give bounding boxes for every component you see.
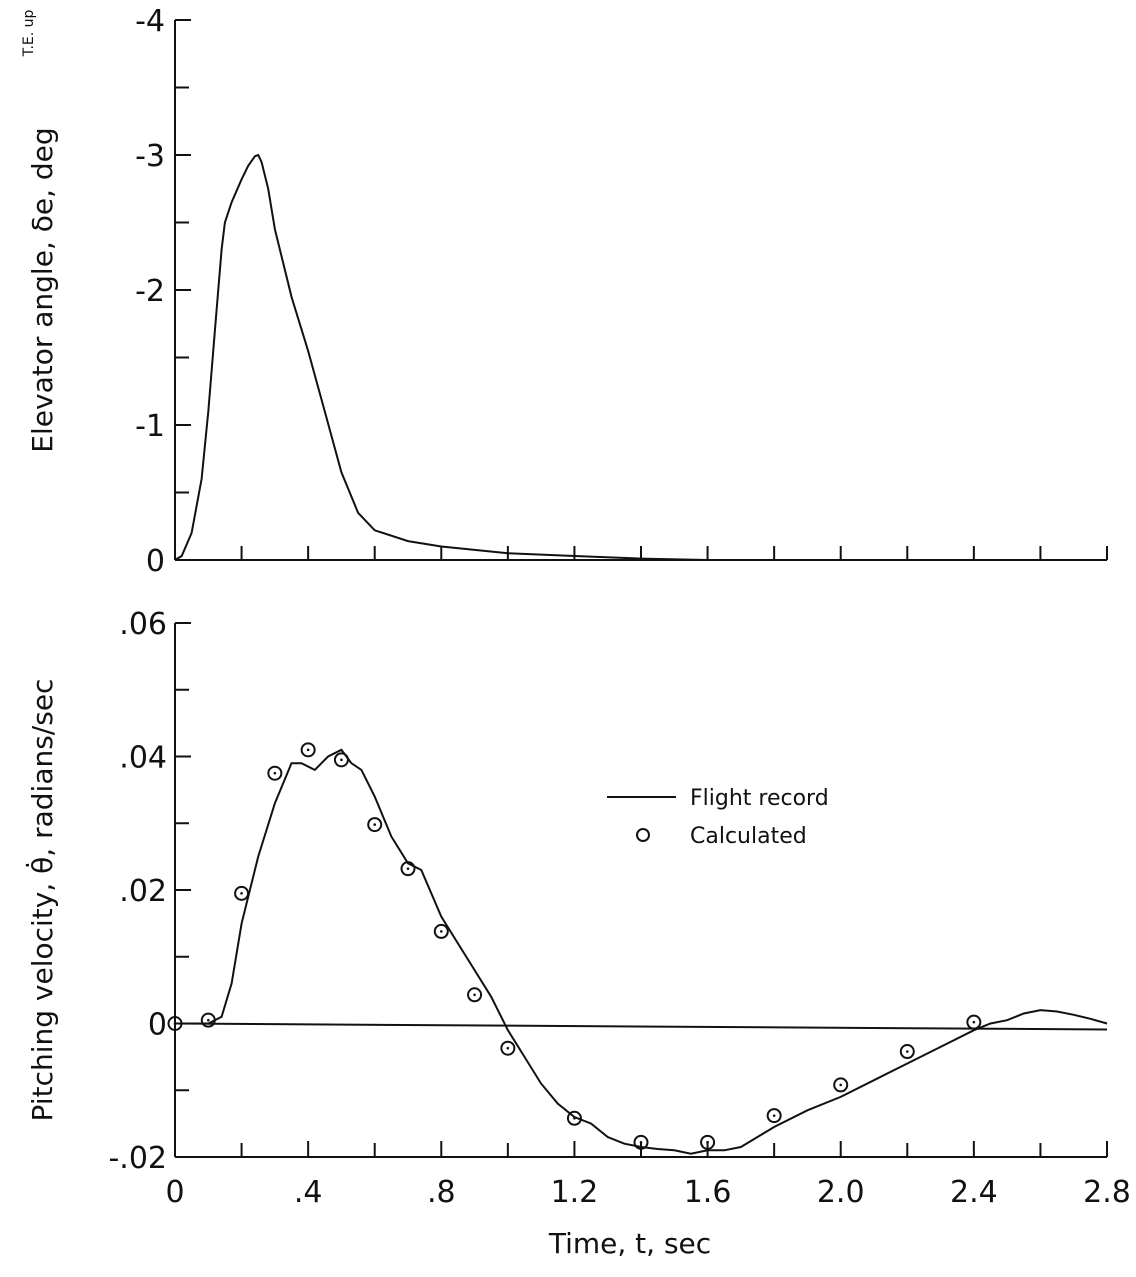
top-y-tick-label: 0 — [146, 544, 165, 579]
calculated-point — [833, 1077, 849, 1093]
calculated-point-dot — [406, 867, 410, 870]
calculated-point — [367, 817, 383, 833]
calculated-point-dot — [972, 1020, 976, 1024]
bottom-y-tick-label: .02 — [119, 874, 167, 909]
calculated-point — [167, 1016, 183, 1031]
calculated-point-ring — [566, 1110, 582, 1126]
calculated-point-dot — [173, 1022, 177, 1025]
calculated-point — [633, 1134, 649, 1150]
calculated-point-ring — [500, 1040, 516, 1056]
calculated-point — [200, 1012, 216, 1028]
pitching-velocity-chart: -.020.02.04.060.4.8 1.2 1.6 2.0 2.4 2.8 Pitch… — [25, 607, 1131, 1260]
bottom-y-tick-label: .06 — [119, 607, 167, 642]
legend-marker-calculated — [636, 828, 650, 842]
bottom-x-tick-label: 2.8 — [1083, 1175, 1131, 1210]
calculated-point-dot — [905, 1050, 909, 1053]
calculated-point-ring — [700, 1134, 716, 1150]
calculated-point-dot — [839, 1083, 843, 1087]
bottom-tick-labels: -.020.02.04.060.4.8 1.2 1.6 2.0 2.4 2.8 — [108, 607, 1130, 1210]
elevator-angle-chart: 0 -1 -2 -3 -4 Elevator angle, δe, deg T.E. u… — [21, 4, 1108, 579]
calculated-point — [433, 923, 449, 939]
calculated-point-ring — [966, 1014, 982, 1030]
calculated-point-ring — [167, 1016, 183, 1031]
bottom-x-tick-label: 1.2 — [551, 1175, 599, 1210]
calculated-point-ring — [300, 742, 316, 758]
calculated-point-dot — [473, 993, 476, 997]
bottom-x-tick-label: 0 — [165, 1175, 184, 1210]
calculated-point-ring — [433, 923, 449, 939]
top-axis-ticks — [174, 19, 1108, 561]
bottom-axis-ticks — [174, 622, 1108, 1158]
calculated-point-ring — [633, 1134, 649, 1150]
y-axis-label-elevator: Elevator angle, δe, deg — [26, 127, 59, 452]
bottom-x-tick-label: 2.0 — [817, 1175, 865, 1210]
top-y-tick-labels: 0 -1 -2 -3 -4 — [135, 4, 165, 579]
calculated-point-ring — [766, 1108, 782, 1124]
calculated-point-ring — [267, 765, 283, 781]
bottom-y-tick-label: .04 — [119, 741, 167, 776]
calculated-point-dot — [506, 1046, 510, 1050]
bottom-x-tick-label: 2.4 — [950, 1175, 998, 1210]
calculated-point-ring — [234, 885, 250, 901]
calculated-point — [566, 1110, 582, 1126]
calculated-point — [966, 1014, 982, 1030]
calculated-point — [700, 1134, 716, 1150]
calculated-point-dot — [206, 1018, 210, 1022]
calculated-point-dot — [373, 823, 377, 826]
calculated-point — [400, 861, 416, 877]
top-y-tick-label: -4 — [135, 4, 165, 39]
calculated-point-ring — [400, 861, 416, 877]
calculated-point-dot — [439, 930, 443, 933]
legend: Flight record Calculated — [607, 786, 829, 849]
bottom-y-tick-label: -.02 — [108, 1141, 167, 1176]
bottom-x-tick-label: .4 — [294, 1175, 323, 1210]
series-line-flight-record — [175, 748, 1108, 1155]
calculated-point — [300, 742, 316, 758]
calculated-point — [333, 752, 349, 768]
y-axis-label-pitching: Pitching velocity, θ̇, radians/sec — [25, 679, 59, 1122]
top-y-tick-label: -2 — [135, 274, 165, 309]
calculated-point-ring — [467, 987, 483, 1003]
calculated-point-dot — [306, 748, 310, 752]
calculated-point — [234, 885, 250, 901]
calculated-point-ring — [899, 1044, 915, 1060]
calculated-point-ring — [200, 1012, 216, 1028]
calculated-point-dot — [240, 892, 243, 895]
calculated-point-ring — [333, 752, 349, 768]
bottom-x-tick-label: .8 — [427, 1175, 456, 1210]
bottom-x-tick-label: 1.6 — [684, 1175, 732, 1210]
calculated-point-ring — [833, 1077, 849, 1093]
calculated-point-dot — [639, 1141, 643, 1144]
calculated-point — [500, 1040, 516, 1056]
calculated-point-ring — [367, 817, 383, 833]
calculated-point — [467, 987, 483, 1003]
series-line-elevator-angle — [174, 153, 1107, 561]
calculated-point — [766, 1108, 782, 1124]
calculated-point-dot — [573, 1116, 576, 1120]
calculated-point-dot — [273, 771, 277, 775]
calculated-point — [267, 765, 283, 781]
calculated-point-dot — [772, 1114, 776, 1117]
bottom-y-tick-label: 0 — [148, 1008, 167, 1043]
legend-label-flight-record: Flight record — [690, 786, 829, 811]
calculated-point-dot — [706, 1141, 709, 1144]
y-axis-note-te-up: T.E. up — [21, 9, 37, 57]
top-y-tick-label: -1 — [135, 409, 165, 444]
top-y-tick-label: -3 — [135, 139, 165, 174]
calculated-point — [899, 1044, 915, 1060]
x-axis-label-time: Time, t, sec — [548, 1227, 711, 1260]
legend-label-calculated: Calculated — [690, 824, 807, 849]
series-points-calculated — [167, 742, 982, 1150]
calculated-point-dot — [340, 758, 343, 762]
zero-reference-line — [174, 1022, 1108, 1031]
